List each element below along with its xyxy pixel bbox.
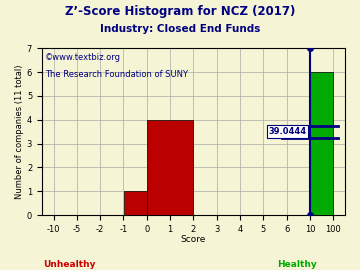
- Text: Industry: Closed End Funds: Industry: Closed End Funds: [100, 24, 260, 34]
- Y-axis label: Number of companies (11 total): Number of companies (11 total): [15, 64, 24, 199]
- X-axis label: Score: Score: [181, 235, 206, 244]
- Bar: [310, 72, 333, 215]
- Text: 39.0444: 39.0444: [269, 127, 306, 136]
- Bar: [147, 120, 193, 215]
- Bar: [124, 191, 147, 215]
- Text: Unhealthy: Unhealthy: [43, 260, 96, 269]
- Text: ©www.textbiz.org: ©www.textbiz.org: [45, 53, 121, 62]
- Text: The Research Foundation of SUNY: The Research Foundation of SUNY: [45, 70, 188, 79]
- Text: Healthy: Healthy: [277, 260, 317, 269]
- Text: Z’-Score Histogram for NCZ (2017): Z’-Score Histogram for NCZ (2017): [65, 5, 295, 18]
